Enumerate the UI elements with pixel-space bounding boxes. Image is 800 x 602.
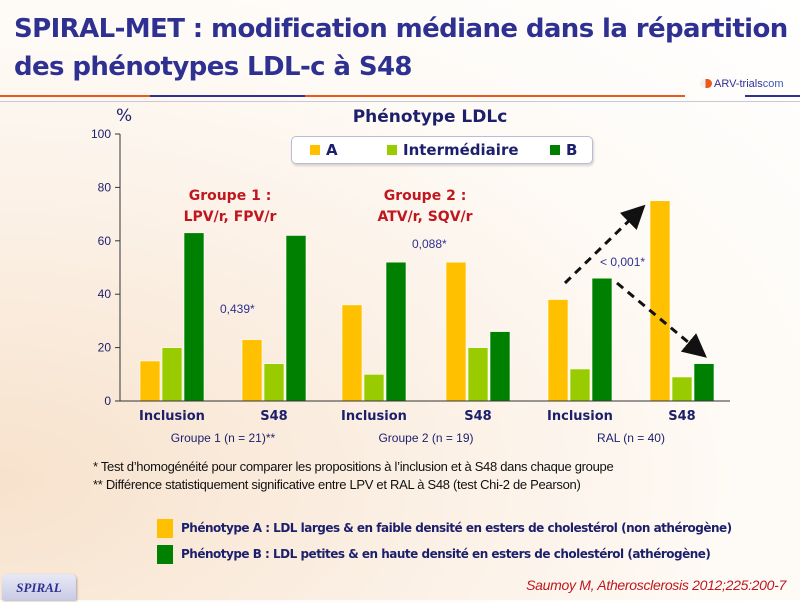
pill-icon (700, 79, 712, 88)
x-category-label: S48 (668, 409, 695, 424)
legend-item-a: A (310, 141, 338, 159)
definition-swatch-a (157, 518, 173, 538)
group1-annotation-line2: LPV/r, FPV/r (184, 209, 277, 225)
y-axis-label: % (116, 106, 133, 126)
slide-title-line1: SPIRAL-MET : modification médiane dans l… (14, 14, 788, 44)
footnote-2: ** Différence statistiquement significat… (93, 477, 581, 492)
bar-intermdiaire-s48-5 (671, 376, 693, 402)
slide-title: SPIRAL-MET : modification médiane dans l… (14, 10, 794, 86)
legend-swatch-b (550, 145, 560, 155)
definition-swatch-b (157, 544, 173, 564)
legend-swatch-a (310, 145, 320, 155)
y-tick-label: 20 (98, 341, 112, 355)
bar-b-s48-3 (489, 331, 511, 402)
chart-title: Phénotype LDLc (352, 107, 508, 127)
title-divider-thin (0, 101, 800, 102)
bar-b-s48-1 (285, 235, 307, 402)
arrow-up-phenotype-a (563, 204, 646, 285)
x-category-label: S48 (464, 409, 491, 424)
bar-a-inclusion-0 (139, 360, 161, 402)
definition-label-b: Phénotype B : LDL petites & en haute den… (181, 547, 711, 561)
x-category-label: S48 (260, 409, 287, 424)
legend-item-b: B (550, 141, 577, 159)
group2-annotation-line2: ATV/r, SQV/r (377, 209, 472, 225)
definition-label-a: Phénotype A : LDL larges & en faible den… (181, 521, 732, 535)
ral-p-value: < 0,001* (600, 255, 645, 269)
bar-intermdiaire-s48-3 (467, 347, 489, 402)
bar-b-inclusion-4 (591, 277, 613, 402)
legend-swatch-intermediaire (387, 145, 397, 155)
chart-legend: A Intermédiaire B (291, 136, 593, 164)
bar-intermdiaire-inclusion-2 (363, 373, 385, 402)
legend-item-intermediaire: Intermédiaire (387, 141, 519, 159)
legend-label-b: B (566, 141, 578, 159)
bar-intermdiaire-inclusion-4 (569, 368, 591, 402)
bar-a-inclusion-2 (341, 304, 363, 402)
bar-b-inclusion-2 (385, 261, 407, 402)
definition-phenotype-b: Phénotype B : LDL petites & en haute den… (157, 541, 732, 567)
bar-b-inclusion-0 (183, 232, 205, 402)
group1-p-value: 0,439* (220, 302, 255, 316)
x-group-label: Groupe 1 (n = 21)** (171, 431, 276, 445)
reference-citation: Saumoy M, Atherosclerosis 2012;225:200-7 (526, 577, 786, 593)
bar-a-s48-3 (445, 261, 467, 402)
x-category-label: Inclusion (341, 409, 407, 424)
bar-intermdiaire-s48-1 (263, 363, 285, 402)
x-category-label: Inclusion (139, 409, 205, 424)
y-tick-label: 100 (91, 127, 111, 141)
footnote-1: * Test d’homogénéité pour comparer les p… (93, 459, 614, 474)
x-category-label: Inclusion (547, 409, 613, 424)
bar-a-s48-5 (649, 200, 671, 402)
y-tick-label: 0 (104, 394, 111, 408)
bar-intermdiaire-inclusion-0 (161, 347, 183, 402)
arv-trials-logo: ARV-trialscom (700, 78, 783, 90)
legend-label-intermediaire: Intermédiaire (403, 141, 519, 159)
x-group-label: RAL (n = 40) (597, 431, 665, 445)
x-group-label: Groupe 2 (n = 19) (378, 431, 473, 445)
definition-phenotype-a: Phénotype A : LDL larges & en faible den… (157, 515, 732, 541)
group2-annotation-line1: Groupe 2 : (384, 188, 467, 204)
legend-label-a: A (326, 141, 338, 159)
group2-p-value: 0,088* (412, 237, 447, 251)
y-tick-label: 40 (98, 287, 112, 301)
slide-title-line2: des phénotypes LDL-c à S48 (14, 52, 413, 82)
footnotes: * Test d’homogénéité pour comparer les p… (93, 458, 614, 494)
bar-a-inclusion-4 (547, 299, 569, 402)
bar-b-s48-5 (693, 363, 715, 402)
group1-annotation-line1: Groupe 1 : (189, 188, 272, 204)
y-tick-label: 60 (98, 234, 112, 248)
arrow-down-phenotype-b (616, 281, 707, 358)
phenotype-definitions: Phénotype A : LDL larges & en faible den… (157, 515, 732, 567)
bar-a-s48-1 (241, 339, 263, 402)
title-divider (0, 95, 800, 98)
spiral-tab[interactable]: SPIRAL (2, 574, 76, 600)
y-tick-label: 80 (98, 180, 112, 194)
